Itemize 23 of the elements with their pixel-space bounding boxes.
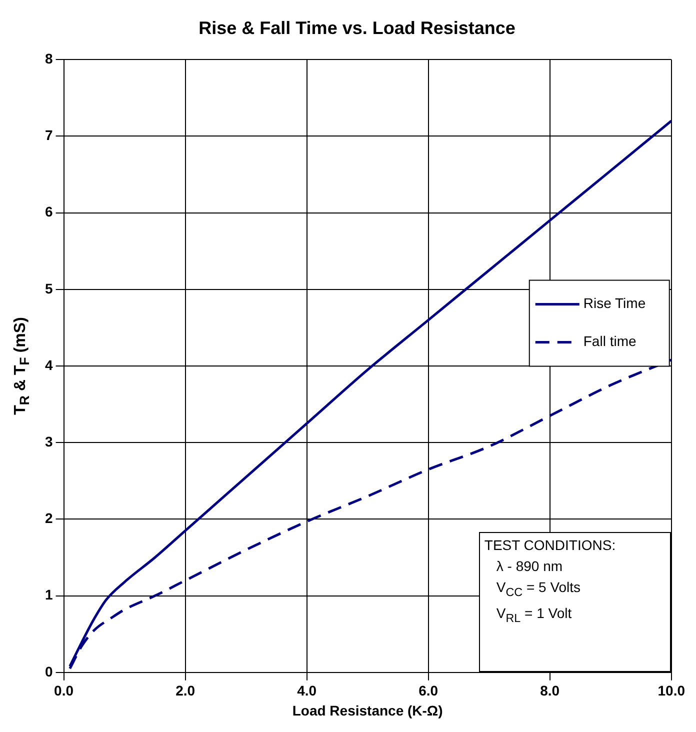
y-tick-label: 3 xyxy=(44,433,53,450)
x-tick-label: 10.0 xyxy=(658,682,686,699)
x-tick-label: 8.0 xyxy=(540,682,560,699)
y-tick-label: 6 xyxy=(44,204,53,220)
y-tick-label: 0 xyxy=(44,663,53,680)
x-tick-label: 2.0 xyxy=(176,682,196,699)
y-tick-label: 5 xyxy=(44,280,53,296)
x-tick-label: 4.0 xyxy=(297,682,317,699)
y-tick-label: 1 xyxy=(44,586,53,603)
y-tick-label: 2 xyxy=(44,510,53,526)
y-tick-label: 8 xyxy=(44,50,53,66)
x-axis-title: Load Resistance (K-Ω) xyxy=(292,702,443,718)
annotation: V$_{RL}$ = 1 Volt xyxy=(495,604,573,627)
annotation: V$_{CC}$ = 5 Volts xyxy=(495,578,582,602)
legend-label: Rise Time xyxy=(583,295,646,312)
y-tick-label: 7 xyxy=(44,127,53,144)
x-tick-label: 0.0 xyxy=(54,682,74,699)
chart-title: Rise & Fall Time vs. Load Resistance xyxy=(198,18,516,38)
annotation: TEST CONDITIONS: xyxy=(484,536,617,556)
annotation: λ - 890 nm xyxy=(495,557,564,576)
legend-label: Fall time xyxy=(583,333,636,350)
y-tick-label: 4 xyxy=(44,356,53,373)
x-tick-label: 6.0 xyxy=(418,682,438,699)
